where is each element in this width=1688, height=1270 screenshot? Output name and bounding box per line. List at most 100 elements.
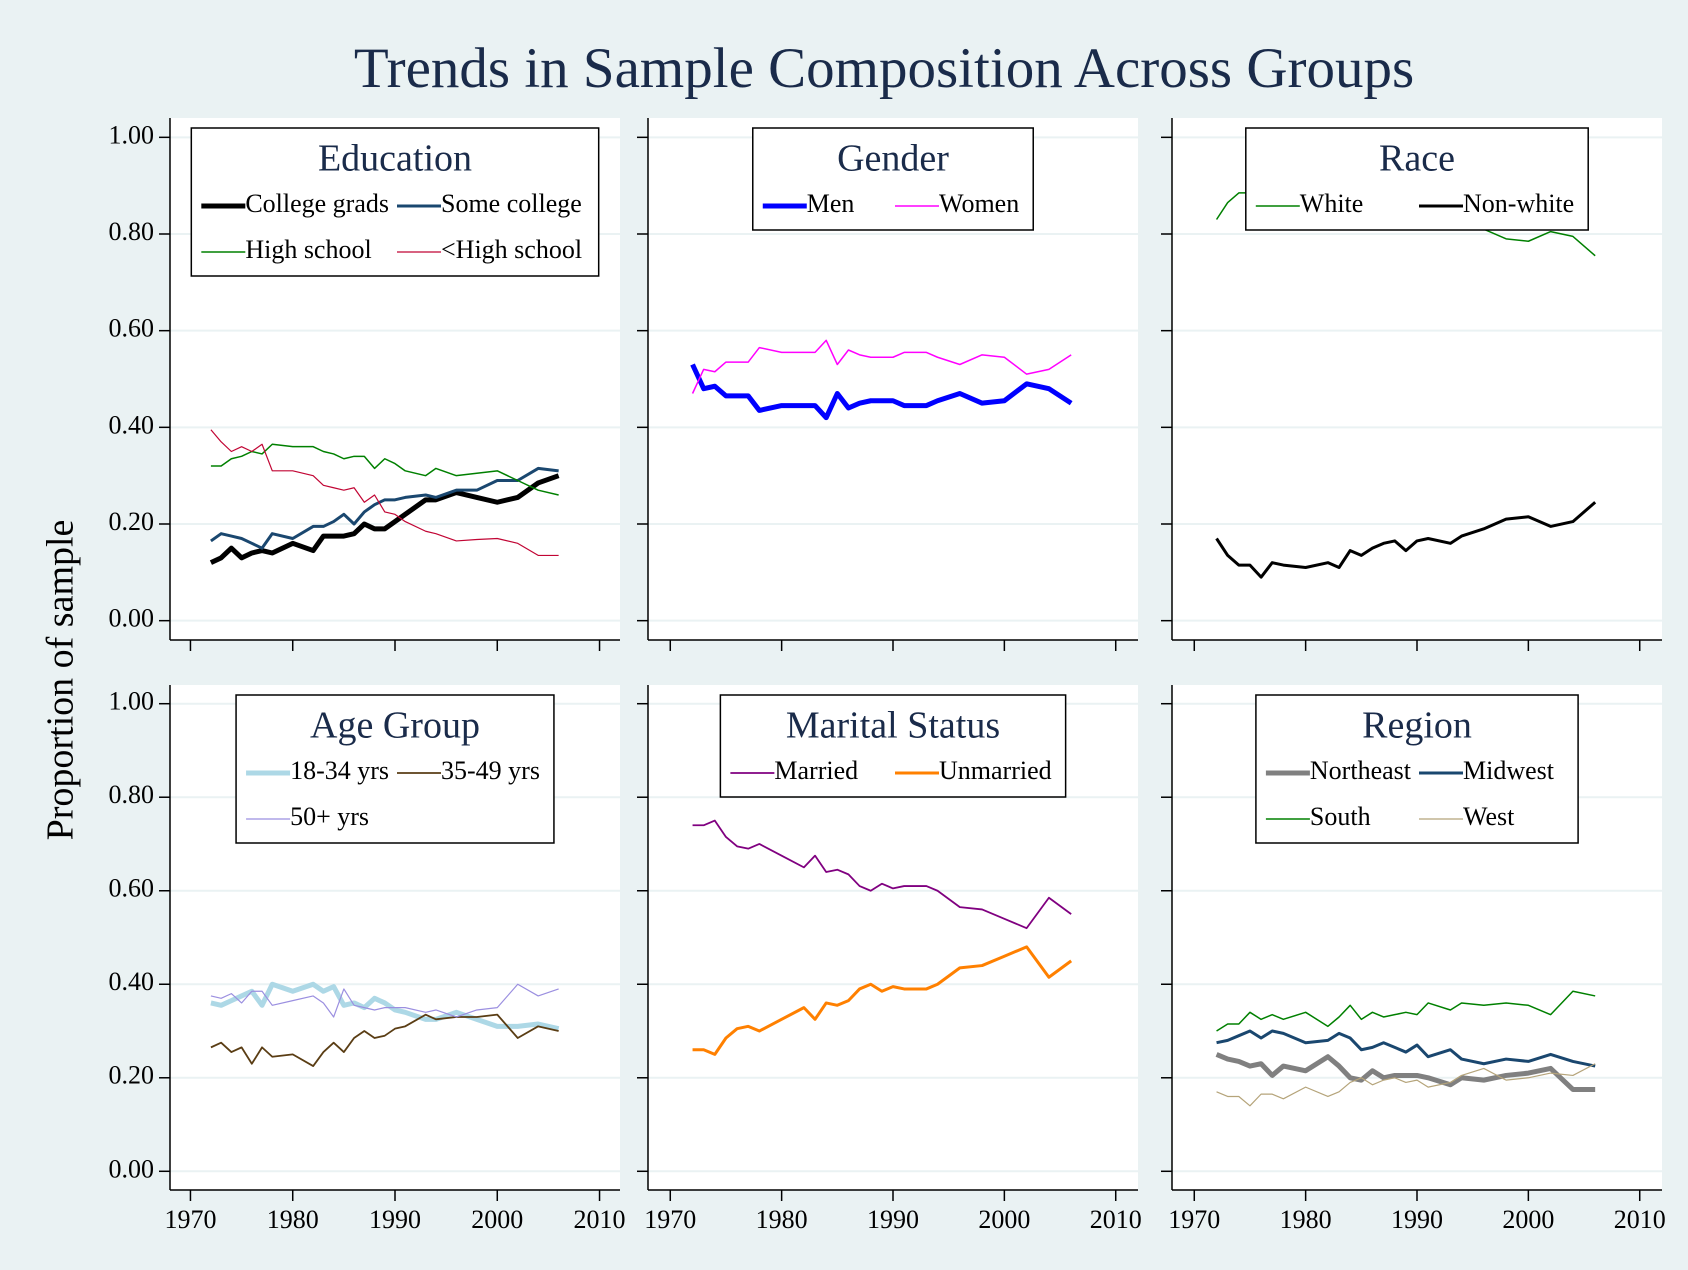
legend-item: Some college bbox=[397, 189, 582, 218]
x-tick-label: 2000 bbox=[1502, 1205, 1554, 1234]
series-line bbox=[692, 819, 1072, 930]
series-line bbox=[692, 945, 1073, 1056]
legend-box bbox=[719, 694, 1067, 798]
y-axis-label: Proportion of sample bbox=[40, 520, 82, 841]
legend-item: 50+ yrs bbox=[246, 802, 369, 831]
x-tick-label: 2000 bbox=[978, 1205, 1030, 1234]
series-line bbox=[210, 983, 559, 1018]
panel: Race White Non-white bbox=[1161, 118, 1662, 651]
series-line bbox=[209, 473, 560, 565]
y-tick-label: 0.80 bbox=[109, 217, 155, 246]
series-line bbox=[1216, 990, 1596, 1032]
y-tick-label: 0.60 bbox=[109, 314, 155, 343]
legend-label: Northeast bbox=[1310, 756, 1412, 785]
legend-item: Men bbox=[762, 189, 855, 218]
y-tick-label: 0.00 bbox=[109, 1154, 155, 1183]
legend-title: Race bbox=[1379, 138, 1455, 180]
legend-label: West bbox=[1463, 802, 1515, 831]
legend-label: White bbox=[1300, 189, 1364, 218]
legend-label: <High school bbox=[441, 235, 582, 264]
y-tick-label: 1.00 bbox=[109, 120, 155, 149]
panel: Gender Men Women bbox=[637, 118, 1138, 651]
series-line bbox=[210, 429, 559, 557]
legend-label: South bbox=[1310, 802, 1371, 831]
legend: Age Group 18-34 yrs 35-49 yrs 50+ yrs bbox=[235, 694, 555, 844]
legend: Gender Men Women bbox=[752, 127, 1034, 231]
y-tick-label: 0.40 bbox=[109, 967, 155, 996]
legend-title: Age Group bbox=[310, 705, 480, 747]
legend-item: <High school bbox=[397, 235, 582, 264]
legend-item: Midwest bbox=[1419, 756, 1555, 785]
x-tick-label: 2010 bbox=[574, 1205, 626, 1234]
y-tick-label: 0.00 bbox=[109, 604, 155, 633]
x-tick-label: 2010 bbox=[1614, 1205, 1666, 1234]
chart-title: Trends in Sample Composition Across Grou… bbox=[354, 37, 1414, 100]
legend-item: Women bbox=[895, 189, 1019, 218]
series-line bbox=[1216, 1029, 1596, 1068]
legend: Region Northeast Midwest South West bbox=[1255, 694, 1579, 844]
legend-label: Unmarried bbox=[939, 756, 1052, 785]
legend: Marital Status Married Unmarried bbox=[719, 694, 1067, 798]
legend-item: College grads bbox=[201, 189, 389, 218]
legend-label: Men bbox=[807, 189, 855, 218]
legend-item: High school bbox=[201, 235, 372, 264]
legend-label: High school bbox=[245, 235, 371, 264]
x-tick-label: 1990 bbox=[867, 1205, 919, 1234]
panel: 0.00 0.20 0.40 0.60 0.80 1.00 1970 1980 1990 2000… bbox=[109, 685, 626, 1234]
legend-label: College grads bbox=[245, 189, 389, 218]
legend-box bbox=[190, 127, 600, 277]
x-tick-label: 1970 bbox=[1168, 1205, 1220, 1234]
panel: 1970 1980 1990 2000 2010 Marital Status Marrie… bbox=[637, 685, 1142, 1234]
x-tick-label: 1990 bbox=[1391, 1205, 1443, 1234]
legend-item: West bbox=[1419, 802, 1515, 831]
series-line bbox=[691, 339, 1072, 394]
series-line bbox=[1216, 1063, 1596, 1107]
legend-label: Non-white bbox=[1463, 189, 1574, 218]
series-line bbox=[210, 443, 559, 496]
panel: 1970 1980 1990 2000 2010 Region Northeast Midwe… bbox=[1161, 685, 1666, 1234]
x-tick-label: 1980 bbox=[756, 1205, 808, 1234]
legend-title: Gender bbox=[837, 138, 949, 180]
series-line bbox=[210, 1013, 559, 1067]
x-tick-label: 2010 bbox=[1090, 1205, 1142, 1234]
legend-label: Women bbox=[939, 189, 1019, 218]
series-line bbox=[690, 363, 1073, 421]
series-line bbox=[210, 981, 560, 1032]
x-tick-label: 1990 bbox=[369, 1205, 421, 1234]
legend-label: Some college bbox=[441, 189, 582, 218]
legend-box bbox=[752, 127, 1034, 231]
legend-item: Married bbox=[730, 756, 858, 785]
legend: Education College grads Some college High s… bbox=[190, 127, 600, 277]
legend-label: Married bbox=[774, 756, 858, 785]
legend-title: Region bbox=[1362, 705, 1472, 747]
legend-item: 35-49 yrs bbox=[397, 756, 540, 785]
legend-label: 18-34 yrs bbox=[290, 756, 389, 785]
y-tick-label: 1.00 bbox=[109, 687, 155, 716]
legend-label: 35-49 yrs bbox=[441, 756, 540, 785]
legend-item: Northeast bbox=[1265, 756, 1412, 785]
series-line bbox=[1215, 501, 1597, 579]
y-tick-label: 0.20 bbox=[109, 507, 155, 536]
panel: 0.00 0.20 0.40 0.60 0.80 1.00 Education College… bbox=[109, 118, 620, 651]
x-tick-label: 1980 bbox=[1280, 1205, 1332, 1234]
x-tick-label: 1970 bbox=[164, 1205, 216, 1234]
legend-item: South bbox=[1265, 802, 1371, 831]
y-tick-label: 0.40 bbox=[109, 410, 155, 439]
y-tick-label: 0.80 bbox=[109, 780, 155, 809]
legend-item: Unmarried bbox=[895, 756, 1052, 785]
x-tick-label: 2000 bbox=[471, 1205, 523, 1234]
y-tick-label: 0.20 bbox=[109, 1061, 155, 1090]
x-tick-label: 1970 bbox=[644, 1205, 696, 1234]
legend-box bbox=[235, 694, 555, 844]
series-line bbox=[210, 466, 559, 550]
legend-item: White bbox=[1255, 189, 1364, 218]
legend-title: Education bbox=[318, 138, 472, 180]
legend-item: Non-white bbox=[1419, 189, 1574, 218]
legend-title: Marital Status bbox=[786, 705, 1000, 747]
x-tick-label: 1980 bbox=[267, 1205, 319, 1234]
legend-box bbox=[1245, 127, 1589, 231]
legend-label: Midwest bbox=[1463, 756, 1555, 785]
legend: Race White Non-white bbox=[1245, 127, 1589, 231]
y-tick-label: 0.60 bbox=[109, 874, 155, 903]
